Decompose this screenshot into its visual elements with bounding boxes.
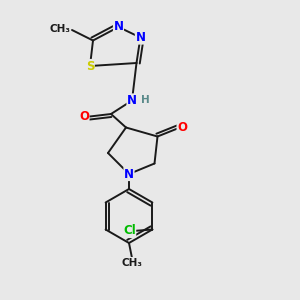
Text: N: N	[127, 94, 137, 107]
Text: Cl: Cl	[123, 224, 136, 238]
Text: O: O	[79, 110, 89, 124]
Text: N: N	[135, 31, 146, 44]
Text: N: N	[113, 20, 124, 34]
Text: S: S	[86, 59, 94, 73]
Text: CH₃: CH₃	[122, 257, 142, 268]
Text: CH₃: CH₃	[50, 23, 70, 34]
Text: N: N	[124, 167, 134, 181]
Text: H: H	[141, 95, 150, 105]
Text: O: O	[177, 121, 187, 134]
